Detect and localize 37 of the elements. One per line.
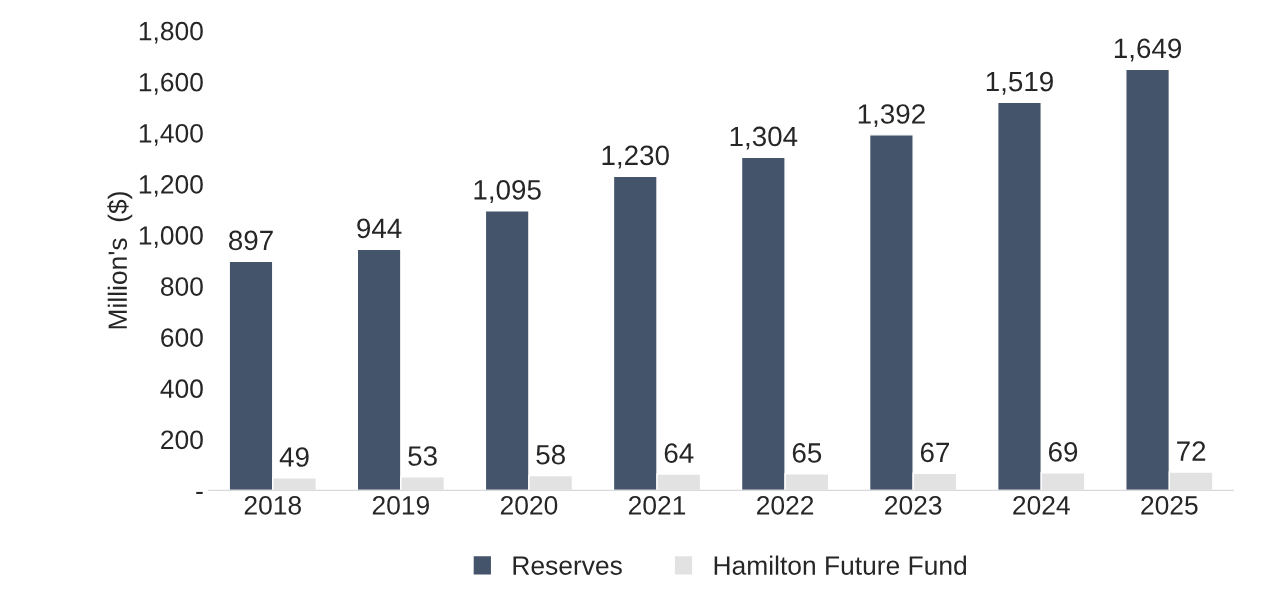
y-tick-label: 1,400 — [139, 123, 203, 146]
y-tick-label: 1,000 — [139, 226, 203, 248]
y-tick-label: 200 — [161, 430, 203, 450]
y-tick-label: 1,200 — [139, 175, 203, 197]
data-label: 897 — [229, 230, 273, 251]
y-tick-label: 600 — [161, 328, 203, 347]
y-tick-label: 400 — [160, 379, 203, 399]
y-tick-label: 1,600 — [139, 72, 203, 95]
x-tick-label: 2020 — [500, 495, 558, 515]
data-label: 64 — [664, 443, 694, 464]
data-label: 1,649 — [1114, 38, 1181, 62]
y-tick-label: 1,800 — [139, 21, 203, 44]
x-tick-label: 2025 — [1141, 495, 1198, 515]
data-label: 1,304 — [730, 126, 798, 150]
data-label: 944 — [357, 218, 402, 239]
y-axis-title: Million's ($) — [107, 192, 133, 329]
data-label: 65 — [792, 443, 822, 463]
data-label: 58 — [536, 444, 565, 465]
x-tick-label: 2019 — [372, 495, 429, 515]
data-label: 1,095 — [474, 180, 541, 203]
legend-label: Hamilton Future Fund — [714, 555, 967, 575]
x-tick-label: 2021 — [628, 495, 686, 515]
legend-label: Reserves — [513, 556, 622, 575]
data-label: 53 — [408, 446, 437, 466]
data-label: 72 — [1177, 441, 1206, 461]
x-tick-label: 2018 — [244, 495, 301, 515]
x-tick-label: 2024 — [1013, 495, 1070, 515]
x-tick-label: 2022 — [757, 495, 814, 515]
data-label: 69 — [1048, 442, 1078, 462]
data-label: 1,519 — [986, 71, 1053, 95]
y-tick-label: - — [196, 491, 203, 494]
x-tick-label: 2023 — [885, 495, 942, 515]
y-tick-label: 800 — [160, 277, 203, 296]
data-label: 67 — [920, 442, 949, 463]
data-label: 1,392 — [858, 104, 925, 128]
data-label: 49 — [279, 447, 309, 467]
data-label: 1,230 — [602, 145, 669, 169]
